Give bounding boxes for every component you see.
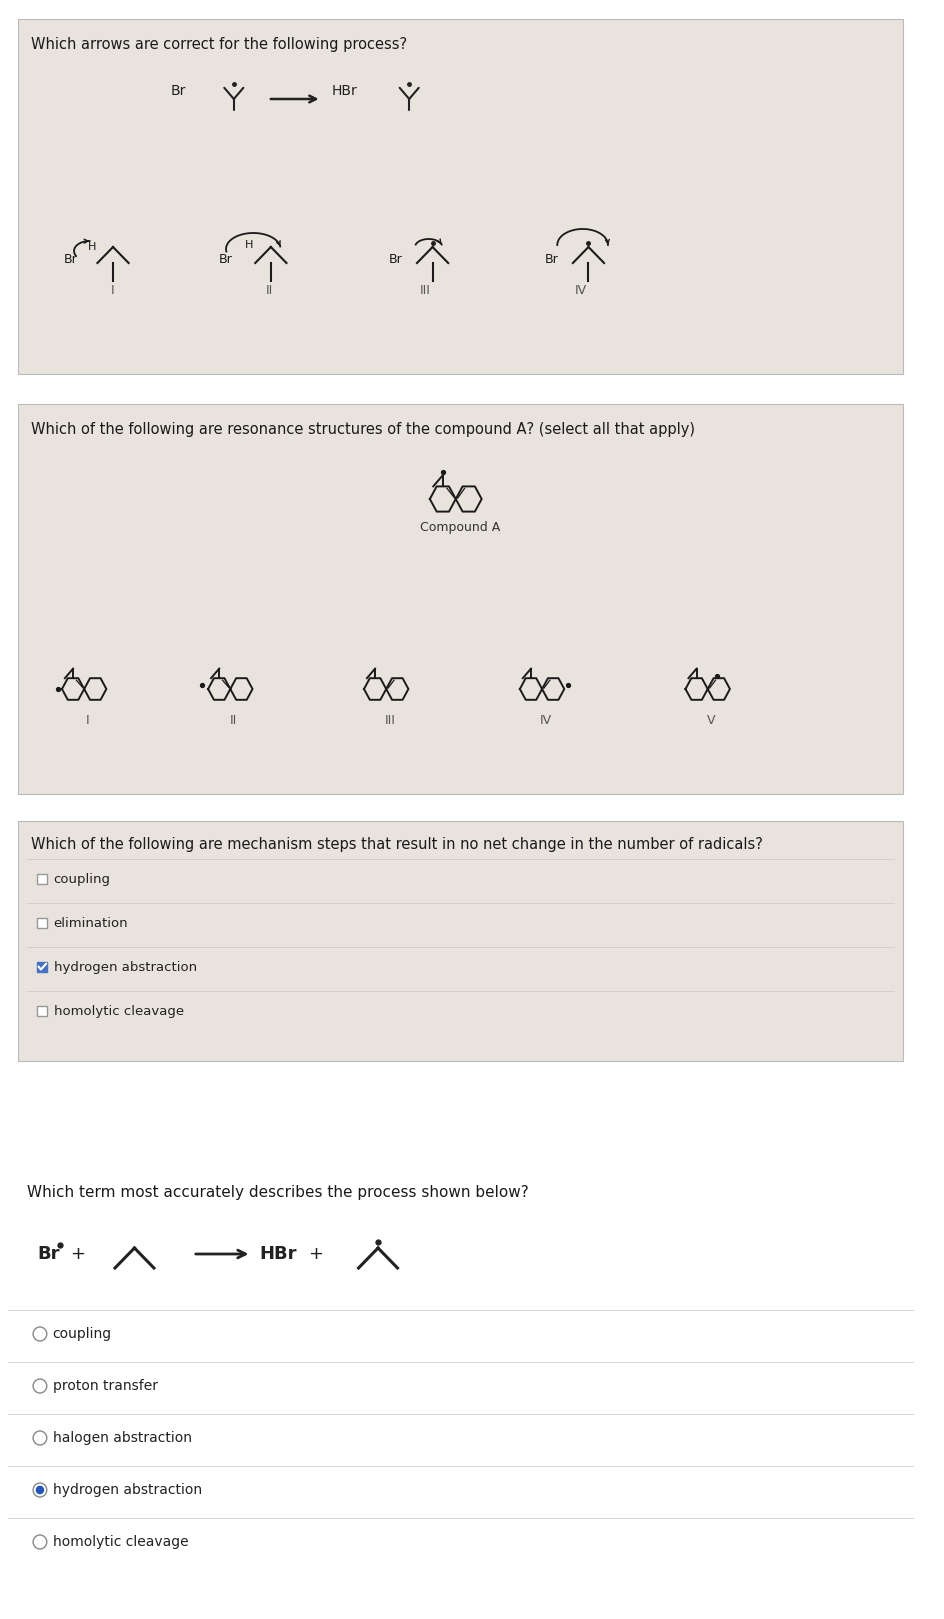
Text: II: II xyxy=(265,283,272,296)
Text: hydrogen abstraction: hydrogen abstraction xyxy=(53,1483,201,1498)
Text: III: III xyxy=(419,283,430,296)
Circle shape xyxy=(33,1483,46,1498)
Bar xyxy=(37,1005,46,1017)
Circle shape xyxy=(33,1535,46,1549)
Text: Br: Br xyxy=(170,84,186,99)
Text: H: H xyxy=(245,240,253,249)
Text: elimination: elimination xyxy=(54,916,128,929)
Text: Br: Br xyxy=(219,253,232,266)
Text: +: + xyxy=(308,1245,323,1263)
Text: Compound A: Compound A xyxy=(419,521,499,534)
Text: I: I xyxy=(86,714,90,727)
Text: IV: IV xyxy=(574,283,586,296)
Text: IV: IV xyxy=(539,714,551,727)
Circle shape xyxy=(33,1328,46,1341)
Text: Br: Br xyxy=(544,253,558,266)
Text: Which arrows are correct for the following process?: Which arrows are correct for the followi… xyxy=(31,37,407,52)
Text: coupling: coupling xyxy=(53,1328,111,1341)
Text: +: + xyxy=(70,1245,85,1263)
Text: II: II xyxy=(230,714,237,727)
Bar xyxy=(37,918,46,928)
Circle shape xyxy=(33,1431,46,1446)
Text: Which term most accurately describes the process shown below?: Which term most accurately describes the… xyxy=(27,1185,529,1200)
Bar xyxy=(18,821,902,1060)
Text: Which of the following are resonance structures of the compound A? (select all t: Which of the following are resonance str… xyxy=(31,423,695,437)
Bar xyxy=(37,962,46,971)
Bar xyxy=(18,19,902,374)
Text: halogen abstraction: halogen abstraction xyxy=(53,1431,192,1446)
Text: proton transfer: proton transfer xyxy=(53,1379,158,1392)
Text: Which of the following are mechanism steps that result in no net change in the n: Which of the following are mechanism ste… xyxy=(31,837,762,852)
Text: I: I xyxy=(111,283,115,296)
Bar xyxy=(37,874,46,884)
Bar xyxy=(18,405,902,793)
Text: homolytic cleavage: homolytic cleavage xyxy=(53,1535,188,1549)
Text: V: V xyxy=(706,714,715,727)
Text: III: III xyxy=(384,714,395,727)
Text: Br: Br xyxy=(388,253,402,266)
Text: Br: Br xyxy=(37,1245,59,1263)
Text: homolytic cleavage: homolytic cleavage xyxy=(54,1004,183,1017)
Text: coupling: coupling xyxy=(54,873,110,886)
Text: H: H xyxy=(87,241,95,253)
Text: HBr: HBr xyxy=(259,1245,296,1263)
Text: HBr: HBr xyxy=(331,84,357,99)
Circle shape xyxy=(37,1486,43,1494)
Text: Br: Br xyxy=(63,253,77,266)
Circle shape xyxy=(33,1379,46,1392)
Text: hydrogen abstraction: hydrogen abstraction xyxy=(54,960,196,973)
